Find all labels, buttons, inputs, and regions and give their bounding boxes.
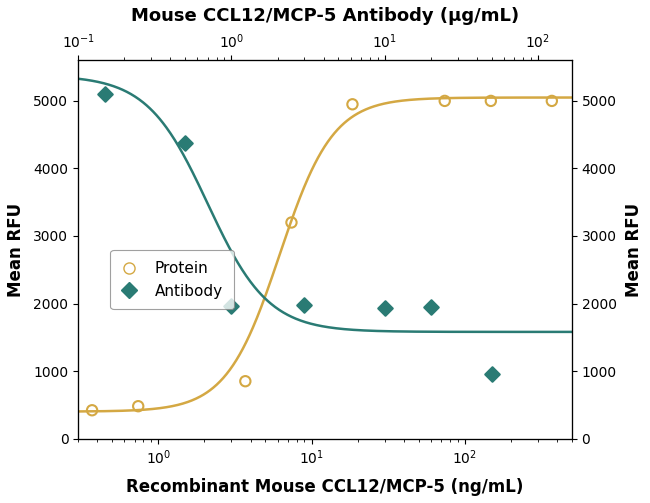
Point xyxy=(100,90,110,98)
Point xyxy=(226,302,237,310)
Y-axis label: Mean RFU: Mean RFU xyxy=(625,202,643,297)
Y-axis label: Mean RFU: Mean RFU xyxy=(7,202,25,297)
Point xyxy=(240,377,250,385)
Point xyxy=(87,406,98,414)
Point xyxy=(380,304,390,312)
Point xyxy=(439,97,450,105)
Point xyxy=(27,75,37,83)
Point xyxy=(286,218,296,226)
Point xyxy=(486,97,496,105)
Point xyxy=(547,97,557,105)
Point xyxy=(133,402,144,410)
Point xyxy=(487,370,497,378)
Point xyxy=(180,139,190,147)
X-axis label: Recombinant Mouse CCL12/MCP-5 (ng/mL): Recombinant Mouse CCL12/MCP-5 (ng/mL) xyxy=(126,478,524,496)
Point xyxy=(347,100,358,108)
Legend: Protein, Antibody: Protein, Antibody xyxy=(111,250,233,309)
Point xyxy=(299,301,309,309)
X-axis label: Mouse CCL12/MCP-5 Antibody (μg/mL): Mouse CCL12/MCP-5 Antibody (μg/mL) xyxy=(131,7,519,25)
Point xyxy=(426,303,436,311)
